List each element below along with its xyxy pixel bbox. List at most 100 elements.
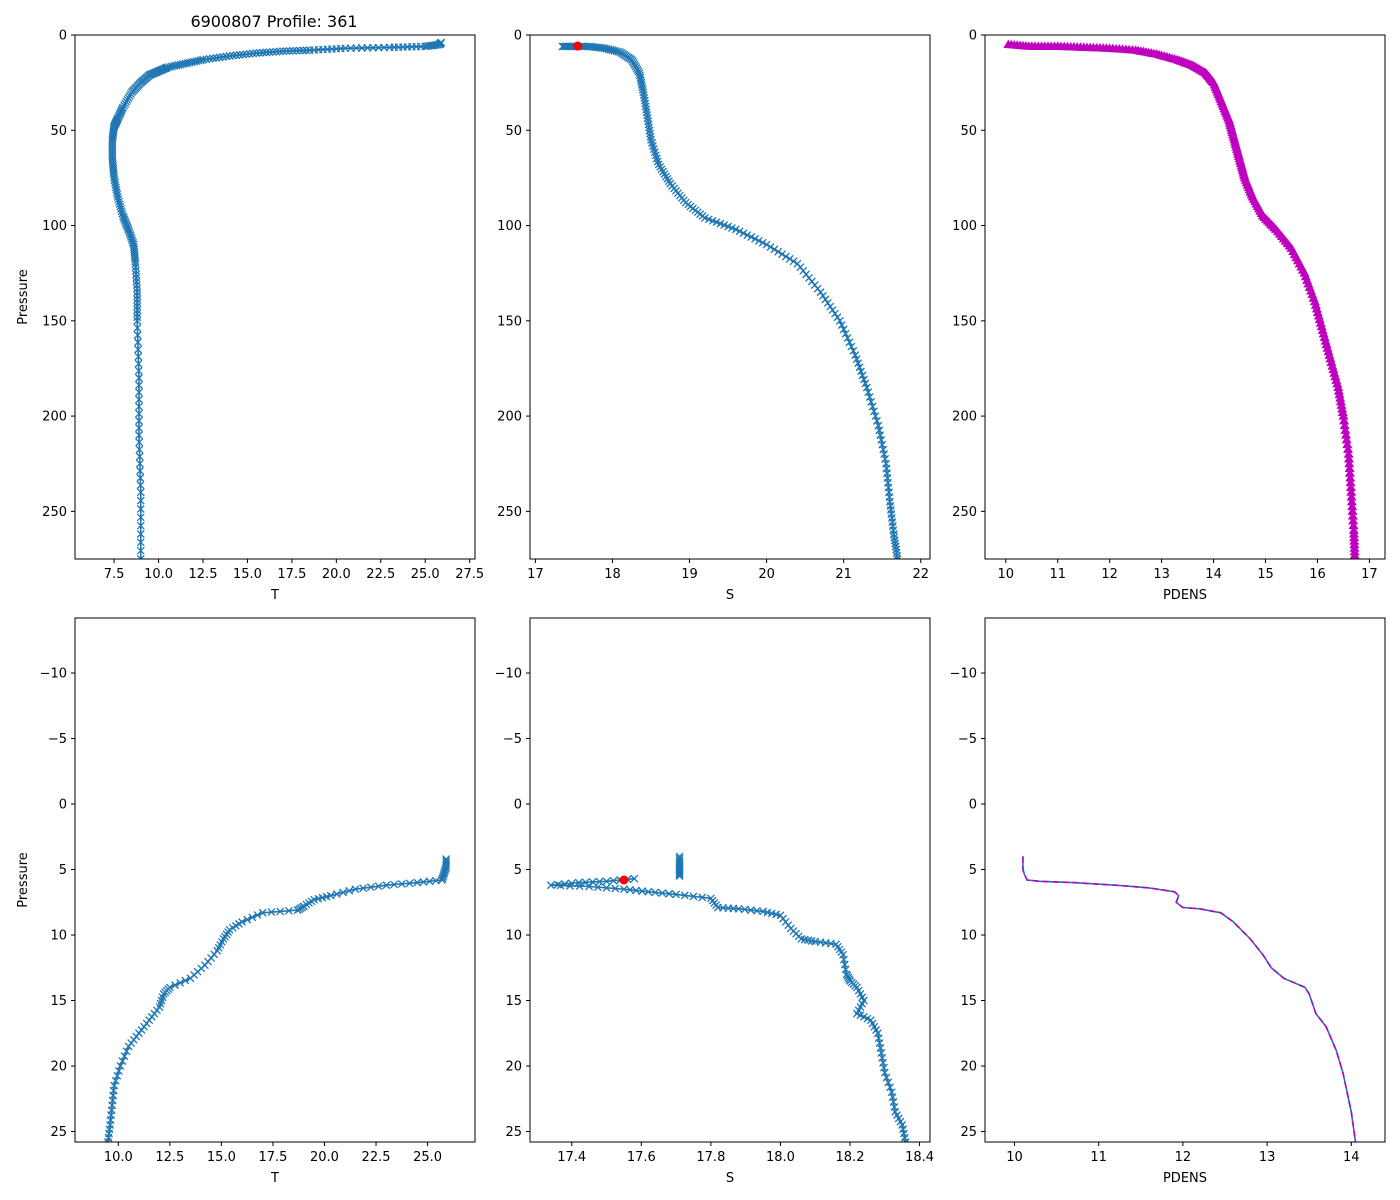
data-point-x: [171, 981, 179, 990]
panel-top-right: 10 11 12 13 14 15 16 17 0 50 100 150 200 250 PDENS: [952, 29, 1386, 603]
data-point-x: [901, 1138, 910, 1142]
data-point-x: [248, 913, 257, 922]
data-point-x: [751, 234, 760, 243]
data-point-x: [766, 243, 775, 251]
data-point-x: [272, 47, 281, 56]
y-tick-label: 25: [960, 1125, 977, 1140]
data-point-x: [289, 46, 297, 55]
data-point-x: [438, 874, 447, 883]
y-tick-label: 10: [50, 929, 67, 944]
x-axis-label: S: [726, 1171, 734, 1186]
y-tick-label: 150: [42, 314, 67, 329]
data-point-x: [133, 331, 142, 340]
data-point-x: [136, 555, 145, 559]
data-point-triangle: [1346, 492, 1357, 501]
x-tick-label: 13: [1259, 1150, 1276, 1165]
data-point-triangle: [1343, 453, 1354, 463]
data-point-x: [890, 533, 899, 542]
plot-area: [108, 38, 446, 559]
data-point-x: [181, 976, 190, 985]
data-point-x: [133, 291, 142, 300]
y-tick-label: 0: [59, 29, 67, 44]
data-point-x: [242, 50, 251, 59]
data-point-x: [135, 374, 143, 382]
data-point-x: [133, 298, 142, 307]
data-point-x: [731, 225, 740, 234]
series-line: [107, 859, 447, 1142]
data-point-x: [778, 250, 786, 259]
data-point-triangle: [1337, 407, 1348, 417]
data-point-x: [644, 117, 653, 126]
data-point-x: [835, 316, 844, 325]
data-point-x: [868, 402, 877, 411]
x-tick-label: 22: [912, 567, 929, 582]
data-point-triangle: [1336, 400, 1347, 409]
data-point-x: [680, 891, 689, 900]
x-axis-label: S: [726, 588, 734, 603]
data-point-x: [366, 883, 375, 892]
data-point-x: [758, 238, 767, 247]
plot-area: [1022, 856, 1357, 1142]
x-tick-label: 10.0: [104, 1150, 133, 1165]
data-point-x: [743, 231, 752, 240]
x-tick-label: 20: [758, 567, 775, 582]
data-point-x: [689, 892, 698, 901]
x-tick-label: 22.5: [362, 1150, 391, 1165]
data-point-triangle: [1341, 434, 1352, 444]
data-point-x: [833, 313, 842, 322]
series-line: [1022, 856, 1357, 1142]
data-point-x: [267, 908, 276, 917]
data-point-x: [135, 459, 144, 468]
data-point-triangle: [1345, 482, 1356, 492]
data-point-x: [665, 889, 674, 898]
series-line: [111, 42, 442, 559]
data-point-triangle: [1341, 430, 1352, 439]
data-point-x: [133, 306, 142, 315]
y-tick-label: 10: [960, 929, 977, 944]
data-point-triangle: [1339, 415, 1350, 425]
x-tick-label: 19: [681, 567, 698, 582]
plot-area: [558, 41, 902, 559]
series-line: [1008, 43, 1356, 559]
data-point-x: [136, 474, 145, 482]
data-point-x: [239, 50, 247, 59]
data-point-x: [644, 120, 653, 129]
data-point-x: [269, 47, 277, 56]
data-point-x: [135, 416, 143, 425]
data-point-x: [849, 346, 858, 355]
data-point-x: [754, 236, 763, 245]
y-tick-label: 0: [969, 29, 977, 44]
data-point-x: [252, 49, 261, 58]
data-point-x: [122, 1047, 131, 1056]
data-point-x: [611, 884, 620, 893]
data-point-x: [279, 47, 287, 56]
x-tick-label: 17.5: [258, 1150, 287, 1165]
data-point-triangle: [1345, 477, 1356, 487]
data-point-x: [789, 257, 798, 266]
y-tick-label: −5: [48, 732, 67, 747]
data-point-x: [133, 302, 142, 311]
x-tick-label: 15: [1257, 567, 1274, 582]
data-point-triangle: [1335, 393, 1346, 402]
y-tick-label: −10: [495, 667, 522, 682]
y-tick-label: 200: [42, 410, 67, 425]
data-point-x: [390, 880, 399, 889]
data-point-x: [117, 207, 126, 216]
panel-top-left: 7.5 10.0 12.5 15.0 17.5 20.0 22.5 25.0 27.5 0 50 10…: [16, 29, 484, 604]
data-point-triangle: [1344, 468, 1355, 477]
figure-title: 6900807 Profile: 361: [190, 12, 357, 31]
x-tick-label: 12.5: [155, 1150, 184, 1165]
data-point-triangle: [1337, 403, 1348, 413]
data-point-x: [111, 1076, 120, 1085]
data-point-x: [135, 381, 143, 390]
data-point-x: [575, 882, 584, 891]
y-tick-label: 200: [497, 410, 522, 425]
data-point-x: [133, 295, 142, 304]
y-tick-label: 5: [59, 863, 67, 878]
y-tick-label: 10: [505, 929, 522, 944]
data-point-x: [136, 513, 145, 522]
data-point-x: [837, 321, 846, 330]
panels-group: 7.5 10.0 12.5 15.0 17.5 20.0 22.5 25.0 27.505010…: [16, 29, 1386, 1186]
axes-frame: [984, 34, 1386, 560]
y-axis-label: Pressure: [16, 852, 31, 908]
